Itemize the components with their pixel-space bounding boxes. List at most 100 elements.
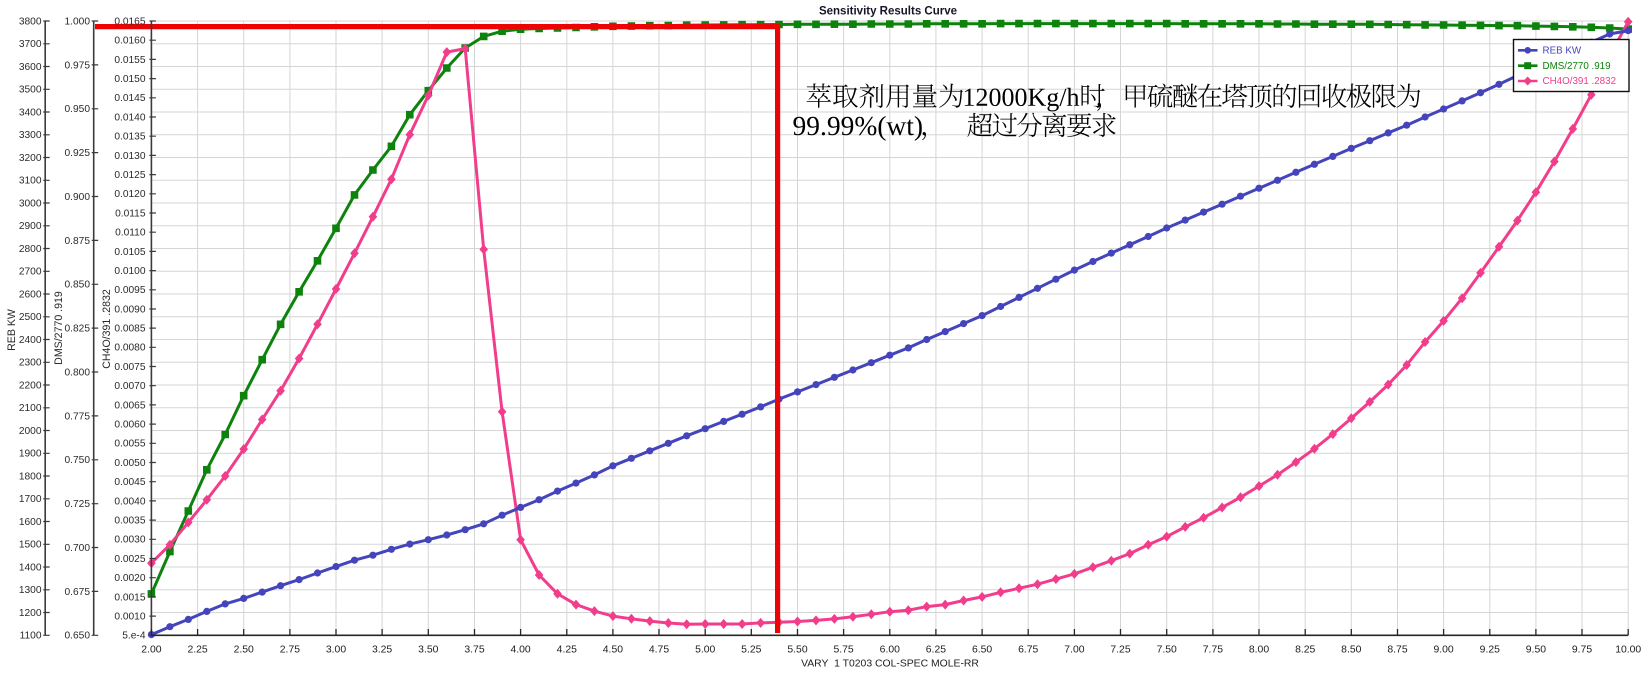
svg-text:0.0125: 0.0125 xyxy=(114,170,145,181)
svg-text:3400: 3400 xyxy=(19,107,42,118)
svg-text:0.975: 0.975 xyxy=(65,60,91,71)
svg-text:3.25: 3.25 xyxy=(372,645,392,656)
svg-text:3800: 3800 xyxy=(19,16,42,27)
svg-text:0.675: 0.675 xyxy=(65,587,91,598)
svg-text:9.75: 9.75 xyxy=(1572,645,1592,656)
svg-text:0.0100: 0.0100 xyxy=(114,266,145,277)
svg-text:6.75: 6.75 xyxy=(1018,645,1038,656)
svg-text:2100: 2100 xyxy=(19,403,42,414)
svg-text:2400: 2400 xyxy=(19,335,42,346)
svg-text:3000: 3000 xyxy=(19,198,42,209)
svg-text:0.0085: 0.0085 xyxy=(114,324,145,335)
svg-text:8.25: 8.25 xyxy=(1295,645,1315,656)
svg-text:7.75: 7.75 xyxy=(1203,645,1223,656)
svg-text:1200: 1200 xyxy=(19,608,42,619)
svg-text:10.00: 10.00 xyxy=(1615,645,1641,656)
svg-text:0.0020: 0.0020 xyxy=(114,573,145,584)
svg-text:0.700: 0.700 xyxy=(65,543,91,554)
svg-text:1800: 1800 xyxy=(19,471,42,482)
svg-text:0.0110: 0.0110 xyxy=(115,228,146,239)
svg-text:4.75: 4.75 xyxy=(649,645,669,656)
svg-text:0.0135: 0.0135 xyxy=(114,132,145,143)
svg-text:0.0145: 0.0145 xyxy=(114,93,145,104)
svg-text:1600: 1600 xyxy=(19,517,42,528)
svg-text:3600: 3600 xyxy=(19,62,42,73)
svg-text:0.0115: 0.0115 xyxy=(115,208,146,219)
svg-text:0.0155: 0.0155 xyxy=(114,55,145,66)
svg-text:REB KW: REB KW xyxy=(6,309,18,351)
svg-text:2900: 2900 xyxy=(19,221,42,232)
svg-text:REB KW: REB KW xyxy=(1543,46,1582,57)
svg-text:0.0160: 0.0160 xyxy=(114,36,145,47)
svg-text:4.25: 4.25 xyxy=(557,645,577,656)
svg-text:0.900: 0.900 xyxy=(65,192,91,203)
svg-text:0.0105: 0.0105 xyxy=(114,247,145,258)
svg-text:0.0150: 0.0150 xyxy=(114,74,145,85)
svg-text:0.800: 0.800 xyxy=(65,367,91,378)
svg-text:Sensitivity Results Curve: Sensitivity Results Curve xyxy=(819,6,957,18)
svg-text:0.0035: 0.0035 xyxy=(114,516,145,527)
svg-text:0.0130: 0.0130 xyxy=(114,151,145,162)
svg-text:7.25: 7.25 xyxy=(1110,645,1130,656)
svg-text:8.00: 8.00 xyxy=(1249,645,1269,656)
svg-text:1500: 1500 xyxy=(19,540,42,551)
svg-text:0.0060: 0.0060 xyxy=(114,420,145,431)
svg-text:3200: 3200 xyxy=(19,153,42,164)
svg-text:0.0095: 0.0095 xyxy=(114,285,145,296)
svg-text:1700: 1700 xyxy=(19,494,42,505)
svg-text:2.25: 2.25 xyxy=(187,645,207,656)
svg-text:0.775: 0.775 xyxy=(65,411,91,422)
svg-text:0.0090: 0.0090 xyxy=(114,304,145,315)
svg-text:2700: 2700 xyxy=(19,267,42,278)
svg-text:3300: 3300 xyxy=(19,130,42,141)
svg-text:0.0080: 0.0080 xyxy=(114,343,145,354)
svg-text:CH4O/391 .2832: CH4O/391 .2832 xyxy=(101,289,113,369)
svg-text:2.00: 2.00 xyxy=(141,645,161,656)
svg-text:4.50: 4.50 xyxy=(603,645,623,656)
svg-text:0.925: 0.925 xyxy=(65,148,91,159)
svg-text:0.0015: 0.0015 xyxy=(114,592,145,603)
svg-text:1.000: 1.000 xyxy=(65,16,91,27)
svg-text:3.75: 3.75 xyxy=(464,645,484,656)
svg-text:0.0010: 0.0010 xyxy=(114,612,145,623)
svg-text:8.50: 8.50 xyxy=(1341,645,1361,656)
svg-text:3.00: 3.00 xyxy=(326,645,346,656)
svg-text:0.0140: 0.0140 xyxy=(114,112,145,123)
svg-text:4.00: 4.00 xyxy=(510,645,530,656)
svg-text:0.0030: 0.0030 xyxy=(114,535,145,546)
svg-text:1400: 1400 xyxy=(19,562,42,573)
svg-text:0.0120: 0.0120 xyxy=(114,189,145,200)
svg-text:0.0075: 0.0075 xyxy=(114,362,145,373)
svg-text:0.950: 0.950 xyxy=(65,104,91,115)
svg-text:0.0040: 0.0040 xyxy=(114,496,145,507)
svg-text:6.25: 6.25 xyxy=(926,645,946,656)
svg-text:0.0055: 0.0055 xyxy=(114,439,145,450)
svg-text:9.25: 9.25 xyxy=(1480,645,1500,656)
svg-text:2800: 2800 xyxy=(19,244,42,255)
svg-text:0.725: 0.725 xyxy=(65,499,91,510)
svg-text:1100: 1100 xyxy=(20,631,42,642)
svg-text:0.0025: 0.0025 xyxy=(114,554,145,565)
svg-text:0.875: 0.875 xyxy=(65,236,91,247)
svg-text:2200: 2200 xyxy=(19,380,42,391)
svg-text:0.0050: 0.0050 xyxy=(114,458,145,469)
svg-text:0.0165: 0.0165 xyxy=(114,16,145,27)
svg-text:0.0065: 0.0065 xyxy=(114,400,145,411)
svg-text:9.00: 9.00 xyxy=(1433,645,1453,656)
svg-text:0.0070: 0.0070 xyxy=(114,381,145,392)
svg-text:VARY 1 T0203 COL-SPEC MOLE-RR: VARY 1 T0203 COL-SPEC MOLE-RR xyxy=(801,659,979,670)
svg-text:9.50: 9.50 xyxy=(1526,645,1546,656)
svg-text:0.750: 0.750 xyxy=(65,455,91,466)
svg-text:8.75: 8.75 xyxy=(1387,645,1407,656)
svg-text:2300: 2300 xyxy=(19,358,42,369)
svg-text:0.0045: 0.0045 xyxy=(114,477,145,488)
svg-text:5.50: 5.50 xyxy=(787,645,807,656)
svg-text:2000: 2000 xyxy=(19,426,42,437)
svg-text:1900: 1900 xyxy=(19,449,42,460)
svg-text:1300: 1300 xyxy=(19,585,42,596)
svg-text:5.e-4: 5.e-4 xyxy=(122,631,146,642)
svg-text:CH4O/391 .2832: CH4O/391 .2832 xyxy=(1543,76,1617,87)
svg-text:DMS/2770 .919: DMS/2770 .919 xyxy=(53,291,65,365)
svg-text:5.25: 5.25 xyxy=(741,645,761,656)
svg-text:5.75: 5.75 xyxy=(833,645,853,656)
